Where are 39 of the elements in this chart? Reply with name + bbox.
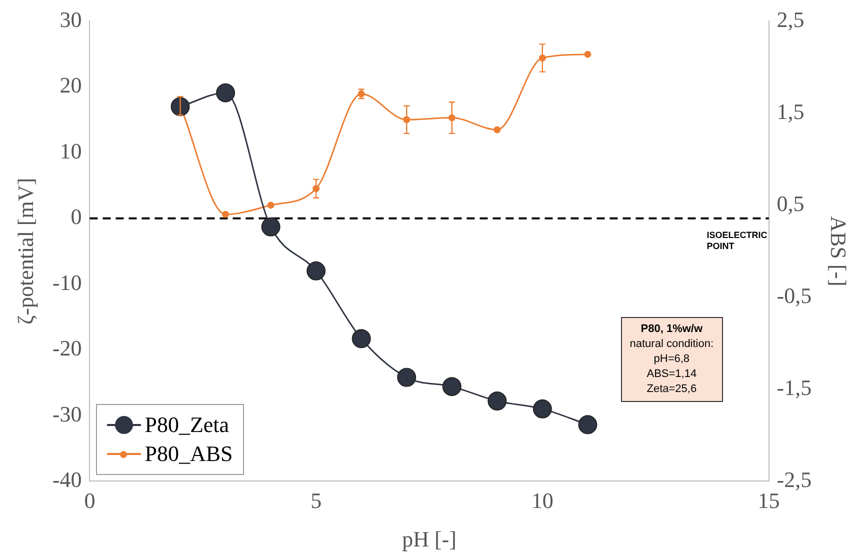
x-tick-label: 5 bbox=[310, 488, 322, 514]
y-tick-label: 0 bbox=[70, 204, 82, 230]
point bbox=[267, 202, 274, 209]
y-tick-label: -10 bbox=[52, 270, 82, 295]
y-tick-label: 20 bbox=[60, 72, 82, 98]
y-tick-label: -40 bbox=[52, 466, 82, 492]
ref-line-label: ISOELECTRIC POINT bbox=[706, 230, 768, 252]
annotation: natural condition: bbox=[630, 336, 714, 352]
point bbox=[352, 329, 371, 348]
annotation: ABS=1,14 bbox=[646, 366, 698, 382]
point bbox=[494, 126, 501, 134]
y-axis-title: ζ-potential [mV] bbox=[12, 178, 38, 324]
x-tick-label: 10 bbox=[531, 488, 554, 514]
y2-tick-label: 2,5 bbox=[776, 6, 804, 32]
point bbox=[306, 261, 326, 280]
y-tick-label: 30 bbox=[60, 6, 82, 32]
y2-tick-label: -1,5 bbox=[776, 374, 812, 400]
y2-tick-label: -0,5 bbox=[776, 282, 812, 308]
annotation: Zeta=25,6 bbox=[646, 382, 698, 397]
point bbox=[442, 377, 462, 396]
point bbox=[584, 50, 592, 58]
x-axis-title: pH [-] bbox=[402, 526, 456, 552]
y2-axis-title: ABS [-] bbox=[826, 216, 852, 286]
legend-label: P80_ABS bbox=[144, 441, 233, 468]
annotation: pH=6,8 bbox=[652, 352, 691, 367]
y-tick-label: -20 bbox=[52, 336, 82, 361]
y2-tick-label: 0,5 bbox=[776, 190, 804, 216]
point bbox=[488, 392, 507, 411]
y2-tick-label: 1,5 bbox=[776, 98, 804, 124]
point bbox=[222, 210, 230, 218]
point bbox=[216, 83, 236, 102]
point bbox=[532, 399, 552, 418]
y-tick-label: 10 bbox=[60, 138, 82, 164]
y-tick-label: -30 bbox=[52, 401, 82, 426]
point bbox=[397, 368, 416, 387]
annotation: P80, 1%w/w bbox=[640, 322, 704, 337]
legend-label: P80_Zeta bbox=[144, 412, 230, 438]
point bbox=[261, 217, 280, 236]
point bbox=[578, 415, 598, 434]
